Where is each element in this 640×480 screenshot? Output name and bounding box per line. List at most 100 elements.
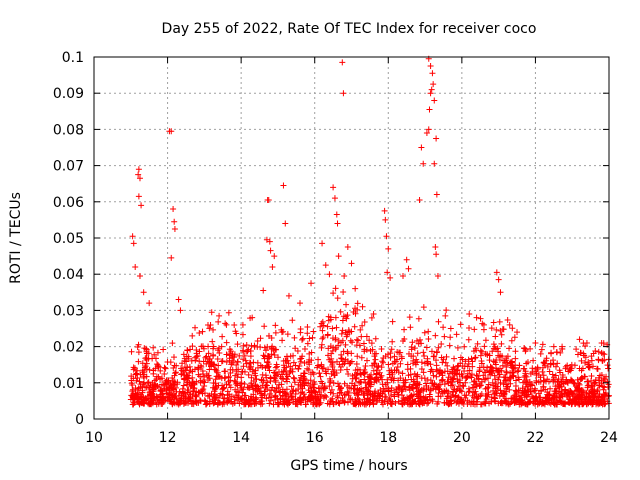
cloud-point bbox=[428, 366, 435, 373]
cloud-point bbox=[297, 356, 304, 363]
data-point bbox=[382, 216, 389, 223]
cloud-point bbox=[445, 401, 452, 408]
cloud-point bbox=[234, 341, 241, 348]
cloud-point bbox=[170, 391, 177, 398]
cloud-point bbox=[128, 348, 135, 355]
cloud-point bbox=[317, 373, 324, 380]
cloud-point bbox=[575, 385, 582, 392]
cloud-point bbox=[214, 373, 221, 380]
data-point bbox=[140, 289, 147, 296]
cloud-point bbox=[351, 323, 358, 330]
cloud-point bbox=[585, 358, 592, 365]
cloud-point bbox=[478, 378, 485, 385]
cloud-point bbox=[603, 373, 610, 380]
cloud-point bbox=[466, 388, 473, 395]
cloud-point bbox=[407, 371, 414, 378]
cloud-point bbox=[405, 395, 412, 402]
cloud-point bbox=[503, 364, 510, 371]
cloud-point bbox=[555, 388, 562, 395]
cloud-point bbox=[150, 344, 157, 351]
cloud-point bbox=[509, 325, 516, 332]
cloud-point bbox=[461, 368, 468, 375]
cloud-point bbox=[490, 319, 497, 326]
cloud-point bbox=[304, 330, 311, 337]
cloud-point bbox=[312, 401, 319, 408]
cloud-point bbox=[262, 347, 269, 354]
cloud-point bbox=[210, 351, 217, 358]
cloud-point bbox=[307, 371, 314, 378]
cloud-point bbox=[592, 347, 599, 354]
cloud-point bbox=[497, 379, 504, 386]
cloud-point bbox=[142, 395, 149, 402]
cloud-point bbox=[391, 353, 398, 360]
data-point bbox=[216, 312, 223, 319]
cloud-point bbox=[599, 357, 606, 364]
y-tick-label: 0.1 bbox=[62, 50, 84, 66]
cloud-point bbox=[219, 386, 226, 393]
cloud-point bbox=[482, 385, 489, 392]
cloud-point bbox=[557, 349, 564, 356]
cloud-point bbox=[196, 329, 203, 336]
cloud-point bbox=[266, 400, 273, 407]
cloud-point bbox=[200, 386, 207, 393]
cloud-point bbox=[296, 362, 303, 369]
cloud-point bbox=[481, 400, 488, 407]
data-point bbox=[418, 144, 425, 151]
cloud-point bbox=[358, 333, 365, 340]
cloud-point bbox=[197, 398, 204, 405]
cloud-point bbox=[552, 363, 559, 370]
cloud-point bbox=[511, 334, 518, 341]
data-point bbox=[370, 311, 377, 318]
cloud-point bbox=[475, 393, 482, 400]
cloud-point bbox=[371, 361, 378, 368]
cloud-point bbox=[361, 370, 368, 377]
data-point bbox=[282, 220, 289, 227]
cloud-point bbox=[538, 346, 545, 353]
cloud-point bbox=[379, 397, 386, 404]
cloud-point bbox=[466, 399, 473, 406]
cloud-point bbox=[221, 395, 228, 402]
cloud-point bbox=[279, 337, 286, 344]
cloud-point bbox=[586, 364, 593, 371]
cloud-point bbox=[385, 351, 392, 358]
cloud-point bbox=[152, 355, 159, 362]
cloud-point bbox=[364, 392, 371, 399]
cloud-point bbox=[464, 373, 471, 380]
cloud-point bbox=[209, 338, 216, 345]
cloud-point bbox=[352, 305, 359, 312]
cloud-point bbox=[567, 387, 574, 394]
cloud-point bbox=[598, 371, 605, 378]
cloud-point bbox=[352, 396, 359, 403]
cloud-point bbox=[451, 386, 458, 393]
cloud-point bbox=[305, 366, 312, 373]
cloud-point bbox=[398, 353, 405, 360]
cloud-point bbox=[276, 381, 283, 388]
cloud-point bbox=[481, 369, 488, 376]
cloud-point bbox=[373, 370, 380, 377]
cloud-point bbox=[318, 378, 325, 385]
cloud-point bbox=[299, 336, 306, 343]
cloud-point bbox=[376, 369, 383, 376]
cloud-point bbox=[305, 359, 312, 366]
cloud-point bbox=[468, 398, 475, 405]
data-point bbox=[322, 262, 329, 269]
cloud-point bbox=[354, 300, 361, 307]
cloud-point bbox=[332, 285, 339, 292]
cloud-point bbox=[420, 369, 427, 376]
cloud-point bbox=[252, 367, 259, 374]
cloud-point bbox=[420, 349, 427, 356]
cloud-point bbox=[441, 333, 448, 340]
cloud-point bbox=[327, 389, 334, 396]
data-point bbox=[383, 233, 390, 240]
cloud-point bbox=[533, 377, 540, 384]
cloud-point bbox=[372, 356, 379, 363]
cloud-point bbox=[498, 331, 505, 338]
cloud-point bbox=[309, 394, 316, 401]
cloud-point bbox=[488, 325, 495, 332]
cloud-point bbox=[496, 318, 503, 325]
cloud-point bbox=[247, 360, 254, 367]
cloud-point bbox=[173, 395, 180, 402]
cloud-point bbox=[136, 378, 143, 385]
cloud-point bbox=[319, 327, 326, 334]
cloud-point bbox=[347, 396, 354, 403]
